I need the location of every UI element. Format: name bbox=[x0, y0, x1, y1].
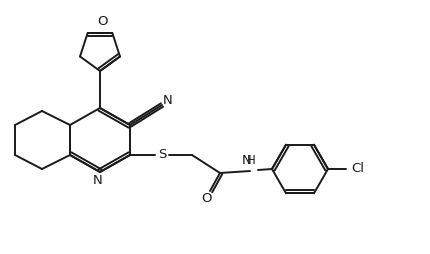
Text: N: N bbox=[163, 93, 173, 106]
Text: H: H bbox=[247, 154, 255, 167]
Text: Cl: Cl bbox=[351, 163, 365, 176]
Text: S: S bbox=[158, 149, 166, 162]
Text: N: N bbox=[242, 154, 252, 167]
Text: O: O bbox=[97, 15, 107, 28]
Text: O: O bbox=[202, 193, 212, 205]
Text: N: N bbox=[93, 174, 103, 187]
